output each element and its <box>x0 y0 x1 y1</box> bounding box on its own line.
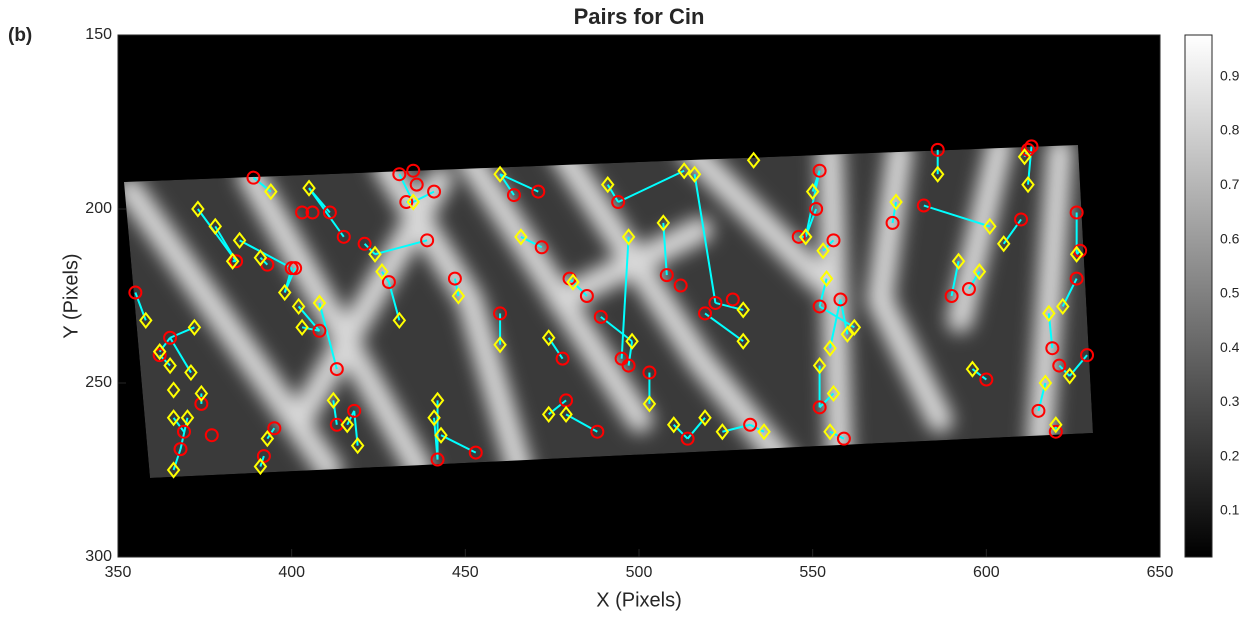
x-tick-label: 550 <box>799 564 826 581</box>
colorbar-tick-label: 0.6 <box>1220 230 1240 246</box>
x-tick-label: 350 <box>105 564 132 581</box>
colorbar-tick-label: 0.5 <box>1220 285 1240 301</box>
y-tick-label: 200 <box>85 200 112 217</box>
panel-label: (b) <box>8 25 32 46</box>
image <box>124 145 1093 478</box>
colorbar <box>1185 35 1212 557</box>
chart-title: Pairs for Cin <box>574 4 705 29</box>
x-tick-label: 500 <box>626 564 653 581</box>
x-tick-label: 400 <box>278 564 305 581</box>
y-tick-label: 300 <box>85 548 112 565</box>
colorbar-tick-label: 0.8 <box>1220 122 1240 138</box>
y-tick-label: 150 <box>85 26 112 43</box>
colorbar-tick-label: 0.7 <box>1220 176 1240 192</box>
x-axis-label: X (Pixels) <box>596 589 682 611</box>
colorbar-tick-label: 0.4 <box>1220 339 1240 355</box>
colorbar-tick-label: 0.3 <box>1220 393 1240 409</box>
colorbar-tick-label: 0.9 <box>1220 67 1240 83</box>
figure: (b) Pairs for Cin 350 400 450 500 550 600 650 1… <box>0 0 1242 615</box>
colorbar-tick-label: 0.2 <box>1220 447 1240 463</box>
x-tick-label: 650 <box>1147 564 1174 581</box>
y-axis-label: Y (Pixels) <box>60 253 82 338</box>
x-tick-label: 450 <box>452 564 479 581</box>
colorbar-tick-label: 0.1 <box>1220 502 1240 518</box>
y-tick-label: 250 <box>85 374 112 391</box>
x-tick-label: 600 <box>973 564 1000 581</box>
